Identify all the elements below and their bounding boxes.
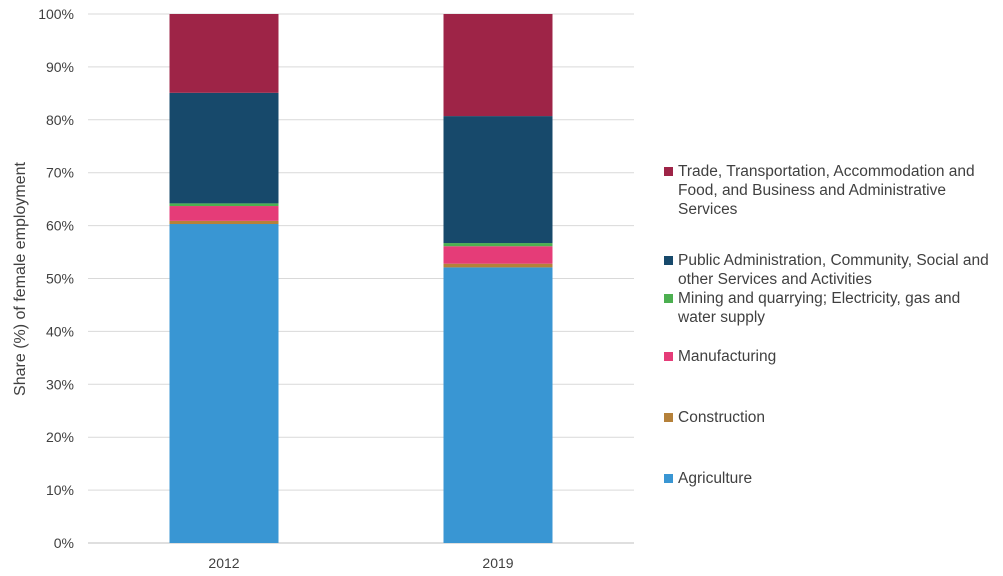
- x-axis-ticks: 2012 2019: [208, 555, 513, 571]
- legend-item: Construction: [664, 408, 1000, 427]
- bar-segment: [169, 220, 279, 225]
- y-tick-label: 70%: [46, 165, 74, 181]
- y-axis-label: Share (%) of female employment: [12, 162, 29, 396]
- bar-segment: [443, 243, 553, 247]
- y-tick-label: 100%: [38, 6, 74, 22]
- legend-label: Construction: [678, 409, 766, 426]
- bar-segment: [169, 206, 279, 221]
- legend-item: Mining and quarrying; Electricity, gas a…: [664, 289, 1000, 327]
- legend-label: Manufacturing: [678, 348, 777, 365]
- bars: [169, 14, 553, 543]
- y-tick-label: 0%: [54, 535, 74, 551]
- legend-label: Mining and quarrying; Electricity, gas a…: [678, 290, 961, 326]
- legend-label: Agriculture: [678, 470, 753, 487]
- bar-segment: [169, 224, 279, 543]
- legend-swatch: [664, 474, 673, 483]
- legend-swatch: [664, 413, 673, 422]
- y-tick-label: 80%: [46, 112, 74, 128]
- y-tick-label: 40%: [46, 323, 74, 339]
- bar-segment: [443, 116, 553, 244]
- bar-segment: [443, 14, 553, 117]
- x-tick-label: 2012: [208, 555, 239, 571]
- legend-swatch: [664, 167, 673, 176]
- legend-swatch: [664, 294, 673, 303]
- bar-segment: [443, 246, 553, 264]
- legend-label: Trade, Transportation, Accommodation and…: [678, 163, 975, 218]
- y-tick-label: 90%: [46, 59, 74, 75]
- y-tick-label: 20%: [46, 429, 74, 445]
- legend-label: Public Administration, Community, Social…: [678, 252, 989, 288]
- y-axis-ticks: 0% 10% 20% 30% 40% 50% 60% 70% 80% 90% 100%: [38, 6, 74, 551]
- legend-item: Agriculture: [664, 469, 1000, 488]
- x-tick-label: 2019: [482, 555, 513, 571]
- bar-segment: [443, 263, 553, 268]
- y-tick-label: 50%: [46, 271, 74, 287]
- y-tick-label: 30%: [46, 376, 74, 392]
- legend-swatch: [664, 256, 673, 265]
- legend-swatch: [664, 352, 673, 361]
- legend-item: Trade, Transportation, Accommodation and…: [664, 162, 1000, 219]
- y-tick-label: 10%: [46, 482, 74, 498]
- legend-item: Manufacturing: [664, 347, 1000, 366]
- legend-item: Public Administration, Community, Social…: [664, 251, 1000, 289]
- bar-segment: [169, 14, 279, 93]
- bar-segment: [443, 267, 553, 543]
- bar-segment: [169, 92, 279, 204]
- y-tick-label: 60%: [46, 218, 74, 234]
- bar-segment: [169, 203, 279, 207]
